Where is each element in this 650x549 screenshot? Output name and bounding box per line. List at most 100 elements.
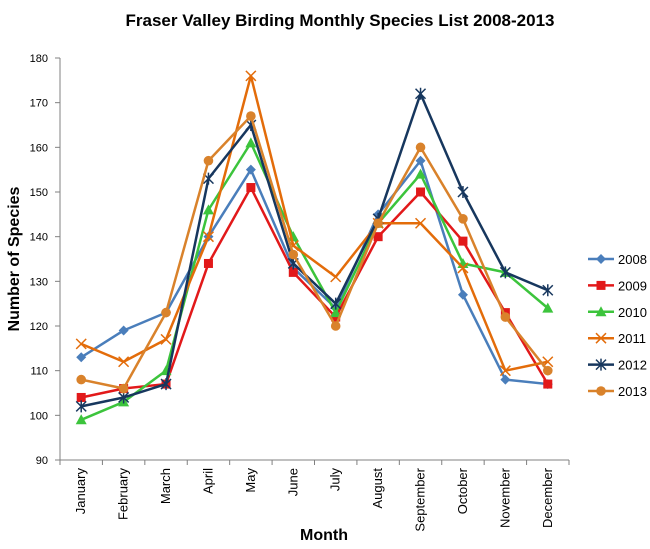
chart-title: Fraser Valley Birding Monthly Species Li… [126, 11, 555, 30]
data-point [288, 267, 298, 277]
data-point [203, 258, 213, 268]
data-point [330, 271, 342, 283]
data-point [245, 164, 256, 175]
series-line-2011 [80, 74, 549, 372]
y-axis-ticks: 90 100 110 120 130 140 150 160 170 180 [30, 53, 60, 467]
series-line-2012 [80, 92, 549, 408]
data-point [202, 231, 214, 243]
axes [59, 58, 569, 461]
y-tick-label: 120 [30, 321, 48, 333]
data-point [415, 217, 427, 229]
data-point [373, 232, 383, 242]
series-2011 [75, 70, 554, 377]
x-tick-label: January [73, 468, 88, 515]
series-line-2009 [80, 186, 549, 399]
legend-item-2008: 2008 [588, 252, 647, 267]
data-point [330, 307, 342, 318]
legend-marker [596, 254, 606, 264]
y-tick-label: 100 [30, 410, 48, 422]
y-tick-label: 110 [30, 366, 48, 378]
data-point [246, 183, 256, 193]
data-point [457, 262, 469, 274]
data-point [118, 383, 129, 394]
x-tick-label: August [370, 468, 385, 509]
data-point [415, 142, 426, 153]
data-point [499, 266, 511, 279]
data-point [75, 400, 87, 413]
data-point [458, 236, 468, 246]
legend: 2008 2009 2010 2011 2012 2013 [588, 252, 647, 399]
data-point [203, 155, 214, 166]
x-tick-label: July [328, 468, 343, 492]
data-point [415, 168, 427, 179]
y-tick-label: 140 [30, 232, 48, 244]
x-tick-label: March [158, 468, 173, 504]
data-point [76, 352, 87, 363]
x-tick-label: September [413, 467, 428, 531]
data-point [499, 365, 511, 377]
data-point [161, 307, 171, 318]
legend-item-2010: 2010 [588, 305, 647, 320]
data-point [245, 137, 257, 148]
legend-label: 2009 [618, 278, 647, 293]
x-tick-label: November [497, 467, 512, 528]
y-tick-label: 90 [36, 455, 48, 467]
y-tick-label: 160 [30, 142, 48, 154]
x-axis-ticks: January February March April May June July Augu… [59, 460, 570, 532]
data-point [415, 155, 426, 166]
data-point [542, 284, 554, 297]
data-point [416, 187, 426, 197]
x-tick-label: February [116, 468, 131, 521]
data-point [118, 356, 130, 368]
series-2010 [75, 137, 554, 425]
data-point [245, 70, 257, 82]
data-point [543, 379, 553, 389]
series-line-2010 [80, 141, 549, 421]
y-tick-label: 130 [30, 276, 48, 288]
series-line-2013 [80, 114, 549, 390]
plot-area [75, 70, 554, 425]
data-point [75, 338, 87, 350]
legend-label: 2010 [618, 305, 647, 320]
data-point [457, 289, 468, 300]
legend-marker [595, 332, 607, 344]
x-tick-label: June [285, 468, 300, 496]
data-point [160, 378, 172, 391]
y-tick-label: 170 [30, 98, 48, 110]
data-point [118, 391, 130, 404]
x-tick-label: October [455, 467, 470, 514]
data-point [76, 374, 87, 385]
legend-marker [596, 386, 606, 396]
y-tick-label: 180 [30, 53, 48, 65]
x-tick-label: December [540, 467, 555, 528]
legend-label: 2008 [618, 252, 647, 267]
y-axis-title: Number of Species [6, 186, 23, 331]
series-2012 [75, 87, 554, 413]
legend-item-2011: 2011 [588, 331, 646, 346]
data-point [118, 325, 129, 336]
data-point [288, 249, 299, 260]
data-point [542, 365, 553, 376]
data-point [160, 333, 172, 345]
data-point [542, 302, 554, 313]
data-point [76, 392, 86, 402]
data-point [457, 186, 469, 198]
legend-marker [595, 358, 607, 371]
legend-label: 2011 [618, 331, 646, 346]
data-point [202, 204, 214, 215]
legend-label: 2013 [618, 384, 647, 399]
data-point [500, 374, 511, 385]
y-tick-label: 150 [30, 187, 48, 199]
legend-marker [596, 280, 606, 290]
series-2013 [76, 111, 553, 394]
x-tick-label: May [243, 468, 258, 493]
legend-item-2012: 2012 [588, 358, 647, 373]
legend-item-2013: 2013 [588, 384, 647, 399]
data-point [75, 414, 87, 425]
data-point [415, 87, 427, 100]
data-point [373, 218, 383, 229]
data-point [330, 297, 342, 310]
x-tick-label: April [200, 468, 215, 494]
